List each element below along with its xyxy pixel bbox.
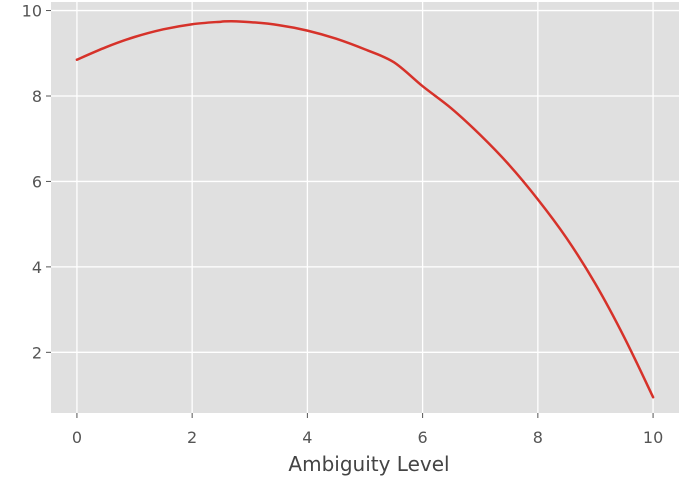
- x-tick-label: 0: [72, 428, 82, 447]
- x-tick-label: 10: [643, 428, 663, 447]
- y-tick-label: 8: [32, 87, 42, 106]
- y-tick-label: 6: [32, 172, 42, 191]
- x-tick-label: 6: [418, 428, 428, 447]
- x-tick-label: 2: [187, 428, 197, 447]
- y-axis: 2 4 6 8 10: [22, 2, 51, 362]
- series-line: [75, 19, 655, 399]
- y-tick-label: 4: [32, 258, 42, 277]
- x-axis: 0 2 4 6 8 10: [72, 413, 663, 447]
- x-axis-label: Ambiguity Level: [288, 452, 449, 476]
- grid: [51, 2, 679, 413]
- x-tick-label: 4: [302, 428, 312, 447]
- y-tick-label: 10: [22, 2, 42, 21]
- y-tick-label: 2: [32, 343, 42, 362]
- plot-area: [51, 2, 679, 413]
- series-layer: [75, 19, 655, 399]
- x-tick-label: 8: [533, 428, 543, 447]
